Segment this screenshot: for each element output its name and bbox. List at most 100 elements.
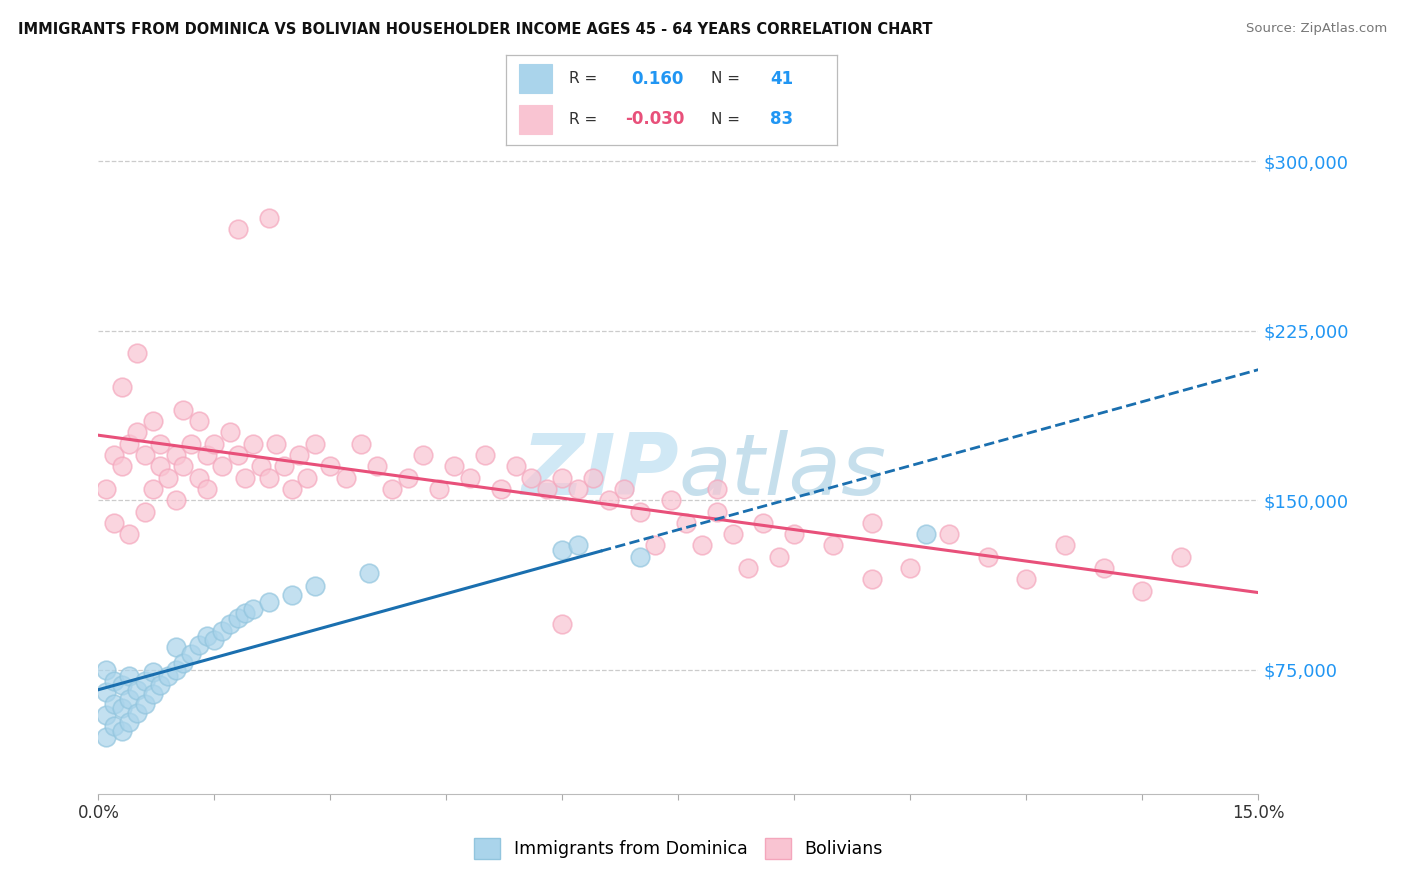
- Point: [567, 482, 589, 496]
- Point: [172, 459, 194, 474]
- Point: [752, 516, 775, 530]
- Point: [111, 678, 132, 692]
- Point: [915, 527, 938, 541]
- Point: [977, 549, 1000, 564]
- Point: [165, 448, 187, 462]
- Point: [111, 459, 132, 474]
- Point: [157, 669, 180, 683]
- Point: [111, 380, 132, 394]
- Point: [149, 459, 172, 474]
- Point: [134, 697, 156, 711]
- Point: [103, 448, 125, 462]
- Point: [860, 516, 883, 530]
- Point: [127, 683, 149, 698]
- Point: [211, 624, 233, 639]
- Point: [706, 482, 728, 496]
- Text: ZIP: ZIP: [520, 430, 678, 513]
- Point: [458, 470, 481, 484]
- Point: [134, 448, 156, 462]
- Point: [188, 638, 211, 652]
- Point: [226, 610, 249, 624]
- Point: [165, 663, 187, 677]
- Point: [567, 538, 589, 552]
- Point: [118, 527, 141, 541]
- Point: [250, 459, 273, 474]
- Point: [1015, 572, 1038, 586]
- Point: [304, 579, 326, 593]
- Text: R =: R =: [569, 112, 598, 127]
- Text: R =: R =: [569, 71, 598, 87]
- Point: [235, 606, 257, 620]
- Point: [149, 678, 172, 692]
- Point: [412, 448, 434, 462]
- Point: [900, 561, 922, 575]
- Point: [172, 656, 194, 670]
- Point: [134, 673, 156, 688]
- Text: 83: 83: [770, 110, 793, 128]
- Point: [350, 436, 373, 450]
- Bar: [519, 64, 553, 93]
- Point: [103, 516, 125, 530]
- Point: [613, 482, 636, 496]
- Point: [118, 669, 141, 683]
- Point: [257, 211, 280, 225]
- Text: N =: N =: [711, 71, 740, 87]
- Point: [257, 595, 280, 609]
- Point: [111, 701, 132, 715]
- Point: [319, 459, 342, 474]
- Point: [103, 697, 125, 711]
- Point: [127, 425, 149, 440]
- Point: [737, 561, 759, 575]
- Point: [242, 601, 264, 615]
- Point: [111, 723, 132, 738]
- Text: 41: 41: [770, 70, 793, 88]
- Point: [768, 549, 790, 564]
- Point: [628, 549, 651, 564]
- Point: [118, 714, 141, 729]
- Point: [489, 482, 512, 496]
- Point: [1092, 561, 1115, 575]
- Point: [127, 706, 149, 720]
- Bar: [519, 105, 553, 134]
- Point: [96, 707, 118, 722]
- Point: [204, 436, 226, 450]
- Point: [706, 504, 728, 518]
- Point: [288, 448, 311, 462]
- Point: [628, 504, 651, 518]
- Point: [264, 436, 288, 450]
- Point: [297, 470, 319, 484]
- Point: [165, 493, 187, 508]
- Point: [536, 482, 558, 496]
- Point: [396, 470, 419, 484]
- Point: [551, 617, 574, 632]
- Point: [134, 504, 156, 518]
- Point: [103, 673, 125, 688]
- Point: [180, 436, 202, 450]
- Text: 0.160: 0.160: [631, 70, 685, 88]
- Point: [690, 538, 713, 552]
- Point: [235, 470, 257, 484]
- Point: [149, 436, 172, 450]
- Point: [219, 425, 242, 440]
- Point: [1054, 538, 1077, 552]
- Point: [359, 566, 381, 580]
- Point: [165, 640, 187, 654]
- Point: [226, 448, 249, 462]
- Point: [118, 436, 141, 450]
- Point: [195, 482, 218, 496]
- Point: [96, 482, 118, 496]
- Text: N =: N =: [711, 112, 740, 127]
- Point: [551, 470, 574, 484]
- Point: [180, 647, 202, 661]
- Point: [443, 459, 465, 474]
- Point: [188, 414, 211, 428]
- Point: [242, 436, 264, 450]
- Point: [505, 459, 527, 474]
- Point: [938, 527, 960, 541]
- Point: [141, 688, 165, 702]
- Text: Source: ZipAtlas.com: Source: ZipAtlas.com: [1247, 22, 1388, 36]
- Point: [520, 470, 543, 484]
- Point: [204, 633, 226, 648]
- Point: [188, 470, 211, 484]
- Point: [195, 448, 218, 462]
